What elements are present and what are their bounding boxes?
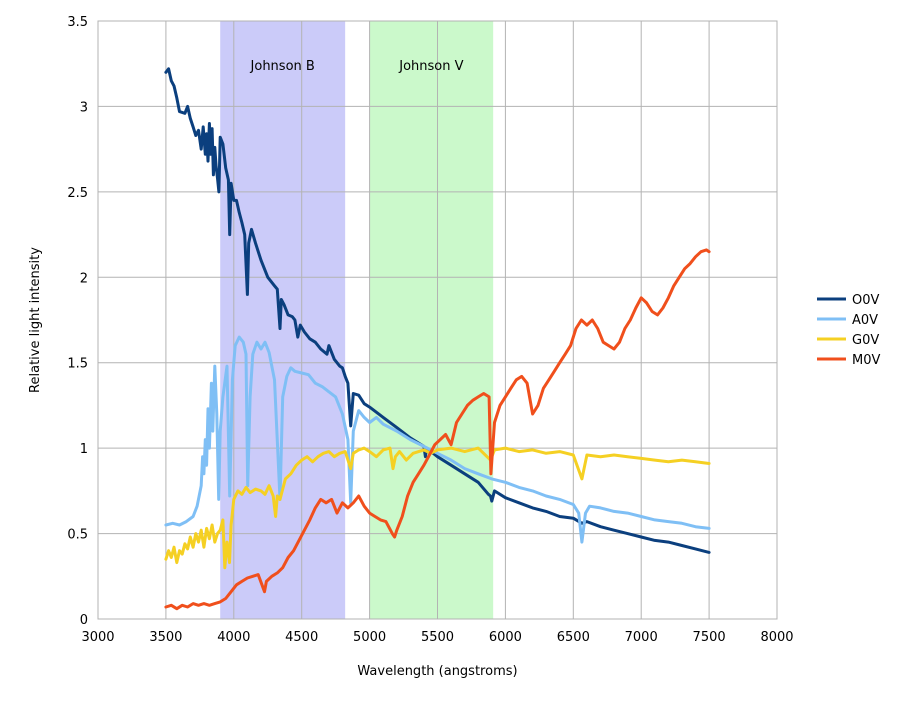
- x-tick-label: 8000: [760, 630, 793, 645]
- plot-frame: [97, 20, 778, 620]
- series-line-m0v: [164, 248, 711, 611]
- y-tick-label: 0.5: [67, 528, 88, 543]
- x-tick-label: 4500: [285, 630, 318, 645]
- legend: O0V A0V G0V M0V: [817, 293, 880, 368]
- y-tick-label: 2.5: [67, 186, 88, 201]
- y-tick-labels: 0 0.5 1 1.5 2 2.5 3 3.5: [67, 15, 88, 628]
- series-line-a0v: [164, 335, 711, 544]
- series-line-g0v: [164, 446, 711, 570]
- x-tick-label: 3500: [149, 630, 182, 645]
- y-tick-label: 3: [80, 100, 88, 115]
- x-tick-labels: 3000 3500 4000 4500 5000 5500 6000 6500 7000 7500…: [81, 630, 793, 645]
- x-tick-label: 6500: [557, 630, 590, 645]
- x-tick-label: 7500: [693, 630, 726, 645]
- band-label: Johnson V: [398, 59, 463, 74]
- x-tick-label: 7000: [625, 630, 658, 645]
- filter-bands: [220, 21, 494, 619]
- y-axis-title: Relative light intensity: [28, 247, 43, 393]
- y-tick-label: 3.5: [67, 15, 88, 30]
- y-tick-label: 0: [80, 613, 88, 628]
- x-tick-label: 5000: [353, 630, 386, 645]
- band-label: Johnson B: [250, 59, 315, 74]
- y-tick-label: 2: [80, 271, 88, 286]
- legend-label: A0V: [852, 313, 878, 328]
- x-tick-label: 6000: [489, 630, 522, 645]
- y-tick-label: 1: [80, 442, 88, 457]
- y-tick-label: 1.5: [67, 357, 88, 372]
- band-johnson-v: [369, 21, 494, 619]
- x-tick-label: 5500: [421, 630, 454, 645]
- gridlines: [97, 20, 778, 620]
- legend-label: O0V: [852, 293, 880, 308]
- legend-label: M0V: [852, 353, 880, 368]
- x-axis-title: Wavelength (angstroms): [357, 664, 517, 679]
- x-tick-label: 4000: [217, 630, 250, 645]
- band-johnson-b: [220, 21, 346, 619]
- band-labels: Johnson B Johnson V: [250, 59, 464, 74]
- series-lines: [164, 67, 711, 611]
- x-tick-label: 3000: [81, 630, 114, 645]
- legend-label: G0V: [852, 333, 879, 348]
- series-line-o0v: [164, 67, 711, 554]
